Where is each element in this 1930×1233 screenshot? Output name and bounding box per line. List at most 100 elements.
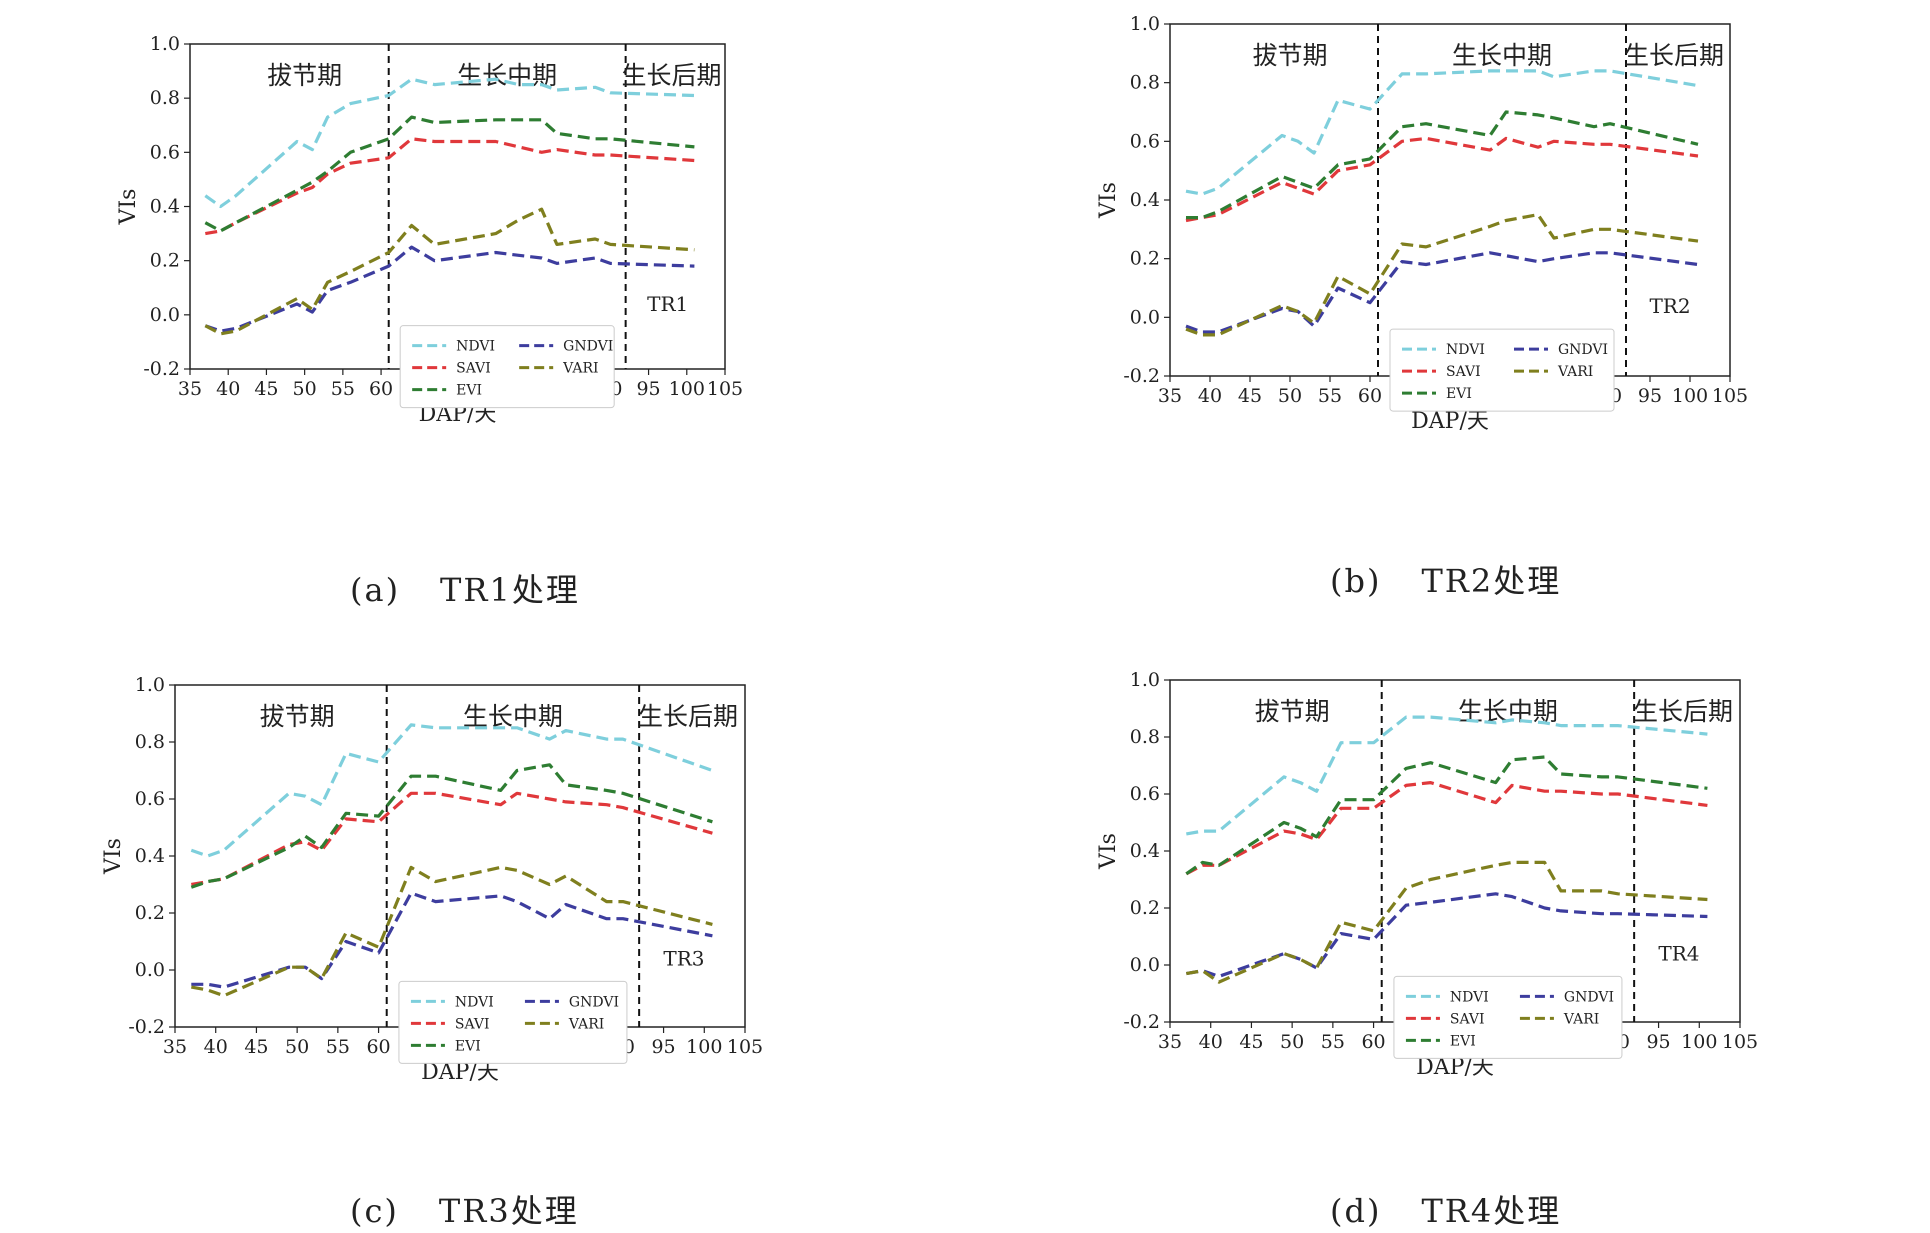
legend-label-ndvi: NDVI [1450, 989, 1489, 1005]
legend-label-vari: VARI [1557, 364, 1593, 380]
plot-frame [189, 43, 726, 370]
y-axis-title: VIs [116, 189, 141, 226]
x-tick-label: 40 [216, 378, 240, 400]
period-label: 拔节期 [267, 61, 342, 90]
x-tick-label: 55 [326, 1036, 350, 1058]
treatment-tag: TR1 [647, 292, 688, 316]
y-tick-label: 0.2 [1130, 248, 1160, 270]
series-line-vari [191, 865, 713, 998]
y-tick-label: 0.6 [1130, 130, 1160, 152]
series-line-ndvi [204, 77, 695, 209]
x-tick-label: 60 [1361, 1031, 1385, 1053]
legend-label-vari: VARI [562, 361, 598, 377]
x-tick-label: 55 [1318, 385, 1342, 407]
period-label: 生长后期 [1624, 41, 1724, 70]
caption-label: (d) [1330, 1192, 1382, 1230]
series-line-gndvi [1185, 251, 1699, 334]
series-line-vari [204, 207, 695, 336]
y-tick-label: 0.8 [135, 731, 165, 753]
legend-label-savi: SAVI [1450, 1011, 1485, 1027]
legend-label-ndvi: NDVI [456, 339, 495, 355]
chart-tr3: 354045505560657075808590951001051.00.80.… [101, 674, 763, 1085]
caption-c: (c) TR3处理 [350, 1186, 579, 1232]
y-tick-label: 0.8 [1130, 72, 1160, 94]
x-tick-label: 100 [1672, 385, 1708, 407]
x-axis-title: DAP/天 [1416, 1055, 1494, 1080]
x-tick-label: 50 [1278, 385, 1302, 407]
legend-label-ndvi: NDVI [455, 994, 494, 1010]
y-tick-label: 0.6 [150, 141, 180, 163]
x-tick-label: 95 [1638, 385, 1662, 407]
legend-label-ndvi: NDVI [1446, 342, 1485, 358]
x-tick-label: 95 [636, 378, 660, 400]
legend-label-savi: SAVI [455, 1016, 490, 1032]
plot-frame [174, 684, 746, 1028]
x-tick-label: 35 [163, 1036, 187, 1058]
x-tick-label: 105 [707, 378, 743, 400]
series-line-ndvi [1186, 715, 1708, 836]
y-axis-title: VIs [1096, 182, 1121, 219]
legend-label-evi: EVI [1446, 386, 1472, 402]
caption-label: (c) [350, 1192, 399, 1230]
x-tick-label: 60 [369, 378, 393, 400]
y-tick-label: 0.2 [1130, 897, 1160, 919]
y-axis-title: VIs [1096, 833, 1121, 870]
x-tick-label: 45 [1238, 385, 1262, 407]
series-line-savi [1185, 136, 1699, 223]
series-line-vari [1186, 860, 1708, 984]
y-tick-label: 0.6 [135, 788, 165, 810]
y-tick-label: 0.2 [135, 902, 165, 924]
legend-box [399, 325, 615, 409]
chart-tr1: 354045505560657075808590951001051.00.80.… [116, 33, 743, 427]
series-line-savi [205, 137, 695, 236]
y-tick-label: 0.8 [150, 87, 180, 109]
series-line-gndvi [204, 245, 695, 333]
y-tick-label: 0.4 [1130, 189, 1160, 211]
caption-b: (b) TR2处理 [1330, 556, 1561, 602]
y-tick-label: 0.8 [1130, 726, 1160, 748]
y-tick-label: -0.2 [143, 358, 180, 380]
y-axis-title: VIs [101, 838, 126, 875]
x-tick-label: 55 [1321, 1031, 1345, 1053]
y-tick-label: -0.2 [1123, 1011, 1160, 1033]
series-line-savi [1185, 781, 1708, 876]
x-tick-label: 35 [1158, 385, 1182, 407]
y-tick-label: 1.0 [135, 674, 165, 696]
x-tick-label: 40 [1199, 1031, 1223, 1053]
plot-frame [1169, 23, 1731, 377]
treatment-tag: TR3 [663, 947, 704, 971]
chart-panel-tr3: 354045505560657075808590951001051.00.80.… [75, 645, 845, 1155]
caption-d: (d) TR4处理 [1330, 1186, 1561, 1232]
series-line-evi [190, 763, 713, 889]
y-tick-label: 0.4 [150, 196, 180, 218]
series-line-ndvi [190, 723, 713, 858]
x-tick-label: 50 [1280, 1031, 1304, 1053]
y-tick-label: 1.0 [1130, 13, 1160, 35]
caption-text: TR3处理 [438, 1192, 579, 1230]
legend-label-savi: SAVI [1446, 364, 1481, 380]
treatment-tag: TR2 [1649, 294, 1690, 318]
series-line-gndvi [1186, 892, 1708, 978]
x-tick-label: 60 [1358, 385, 1382, 407]
x-tick-label: 55 [331, 378, 355, 400]
chart-tr4: 354045505560657075808590951001051.00.80.… [1096, 669, 1758, 1080]
x-tick-label: 60 [366, 1036, 390, 1058]
y-tick-label: 0.4 [1130, 840, 1160, 862]
y-tick-label: -0.2 [1123, 365, 1160, 387]
legend-label-vari: VARI [568, 1016, 604, 1032]
x-tick-label: 105 [1712, 385, 1748, 407]
x-tick-label: 95 [1646, 1031, 1670, 1053]
period-label: 拔节期 [1255, 697, 1330, 726]
series-line-evi [1186, 110, 1699, 220]
x-tick-label: 40 [1198, 385, 1222, 407]
x-tick-label: 100 [686, 1036, 722, 1058]
caption-a: (a) TR1处理 [350, 565, 580, 611]
series-line-ndvi [1185, 69, 1699, 196]
period-label: 生长中期 [463, 702, 563, 731]
legend-label-gndvi: GNDVI [1564, 989, 1614, 1005]
caption-text: TR4处理 [1421, 1192, 1562, 1230]
period-label: 拔节期 [260, 702, 335, 731]
x-tick-label: 50 [285, 1036, 309, 1058]
period-label: 拔节期 [1252, 41, 1327, 70]
legend-box [398, 980, 628, 1064]
